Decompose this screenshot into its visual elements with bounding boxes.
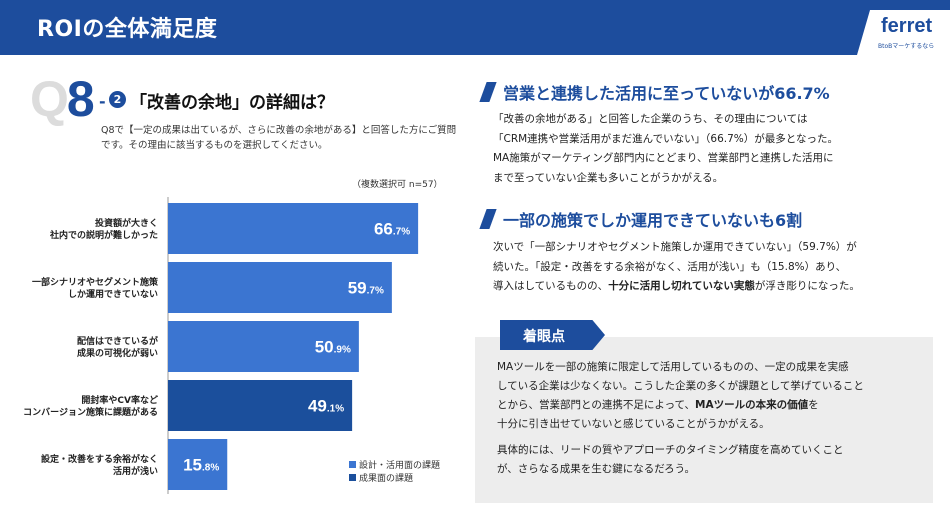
chart-category-label: 成果の可視化が弱い	[77, 347, 158, 359]
key-point-box	[475, 337, 933, 503]
section2-line: 導入はしているものの、十分に活用し切れていない実態が浮き彫りになった。	[493, 277, 943, 297]
chart-bar	[168, 380, 353, 431]
section2-heading: 一部の施策でしか運用できていないも6割	[479, 207, 803, 231]
chart-category-label: 設定・改善をする余裕がなく	[41, 453, 158, 465]
legend-swatch-design	[349, 460, 356, 468]
chart-category-label: 配信はできているが	[77, 335, 159, 347]
chart-category-label: しか運用できていない	[68, 289, 158, 300]
legend-label-results: 成果面の課題	[359, 473, 414, 484]
chart-category-label: コンバージョン施策に課題がある	[23, 406, 158, 418]
chart-category-label: 活用が浅い	[113, 465, 158, 477]
ferret-logo: ferret	[881, 15, 933, 37]
section1-line: 「CRM連携や営業活用がまだ進んでいない」（66.7%）が最多となった。	[493, 132, 838, 145]
key-point-paragraph-1: MAツールを一部の施策に限定して活用しているものの、一定の成果を実感 している企…	[497, 358, 927, 434]
key-point-line: している企業は少なくない。こうした企業の多くが課題として挙げていること	[497, 380, 864, 392]
page-title: ROIの全体満足度	[37, 17, 218, 42]
key-point-line: とから、営業部門との連携不足によって、MAツールの本来の価値を	[497, 396, 927, 415]
chart-bar	[168, 262, 392, 313]
chart-category-label: 一部シナリオやセグメント施策	[32, 276, 159, 288]
question-description: Q8で【一定の成果は出ているが、さらに改善の余地がある】と回答した方にご質問です…	[101, 125, 457, 151]
key-point-line: 十分に引き出せていないと感じていることがうかがえる。	[497, 418, 770, 430]
legend-item-results: 成果面の課題	[349, 471, 440, 484]
key-point-line-text: を	[808, 399, 819, 411]
question-title: 「改善の余地」の詳細は？	[130, 93, 334, 113]
key-point-tab	[500, 320, 605, 350]
question-dash: -	[99, 92, 106, 111]
question-num: 8	[66, 71, 95, 127]
section1-line: 「改善の余地がある」と回答した企業のうち、その理由については	[493, 113, 808, 125]
chart-value-label: 15.8%	[183, 456, 219, 475]
section2-paragraph: 次いで「一部シナリオやセグメント施策しか運用できていない」（59.7%）が 続い…	[493, 238, 943, 297]
key-point-line: MAツールを一部の施策に限定して活用しているものの、一定の成果を実感	[497, 361, 849, 373]
section1-heading: 営業と連携した活用に至っていないが66.7%	[479, 80, 830, 104]
chart-bar	[168, 321, 359, 372]
key-point-line: 具体的には、リードの質やアプローチのタイミング精度を高めていくこと	[497, 444, 844, 456]
section1-heading-marker	[479, 82, 497, 102]
chart-value-label: 50.9%	[315, 338, 351, 357]
chart-value-label: 66.7%	[374, 220, 410, 239]
legend-item-design: 設計・活用面の課題	[349, 458, 441, 471]
section2-heading-marker	[479, 209, 497, 229]
question-q: Q	[30, 71, 69, 127]
section2-heading-text: 一部の施策でしか運用できていないも6割	[503, 211, 803, 230]
legend-label-design: 設計・活用面の課題	[359, 460, 441, 471]
logo-background	[857, 10, 950, 55]
header-bar	[0, 0, 950, 55]
chart-bar	[168, 439, 228, 490]
key-point-paragraph-2: 具体的には、リードの質やアプローチのタイミング精度を高めていくこと が、さらなる…	[497, 441, 927, 479]
logo-tagline: BtoBマーケするなら	[878, 43, 935, 50]
sample-note: （複数選択可 n=57）	[352, 180, 443, 190]
section2-line-text: 導入はしているものの、	[493, 280, 609, 292]
section2-line-text: が浮き彫りになった。	[754, 280, 860, 292]
question-sub-number-badge: 2	[109, 91, 126, 108]
section1-heading-text: 営業と連携した活用に至っていないが66.7%	[503, 84, 830, 103]
key-point-emphasis: MAツールの本来の価値	[695, 399, 809, 411]
chart-value-label: 49.1%	[308, 397, 344, 416]
chart-category-label: 投資額が大きく	[95, 217, 158, 229]
key-point-line-text: とから、営業部門との連携不足によって、	[497, 399, 696, 411]
key-point-label: 着眼点	[523, 329, 565, 345]
section2-emphasis: 十分に活用し切れていない実態	[608, 280, 755, 292]
chart-legend: 設計・活用面の課題 成果面の課題	[349, 458, 440, 484]
chart-category-label: 社内での説明が難しかった	[49, 229, 158, 241]
question-number: Q8	[30, 71, 95, 127]
chart-value-label: 59.7%	[348, 279, 384, 298]
section1-line: MA施策がマーケティング部門内にとどまり、営業部門と連携した活用に	[493, 152, 834, 164]
section2-line: 次いで「一部シナリオやセグメント施策しか運用できていない」（59.7%）が	[493, 241, 857, 253]
section2-line: 続いた。「設定・改善をする余裕がなく、活用が浅い」も（15.8%）あり、	[493, 260, 847, 273]
legend-swatch-results	[349, 473, 356, 481]
chart-category-label: 開封率やCV率など	[81, 394, 158, 406]
key-point-line: が、さらなる成果を生む鍵になるだろう。	[497, 463, 696, 475]
section1-line: まで至っていない企業も多いことがうかがえる。	[493, 171, 724, 184]
chart-bar	[168, 203, 419, 254]
section1-paragraph: 「改善の余地がある」と回答した企業のうち、その理由については 「CRM連携や営業…	[493, 110, 943, 188]
